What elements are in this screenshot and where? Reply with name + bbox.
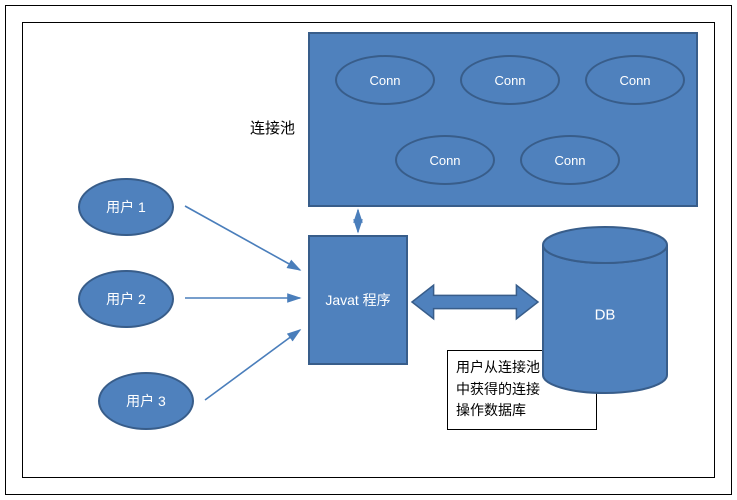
conn-node: Conn	[520, 135, 620, 185]
caption-line: 用户从连接池	[456, 357, 588, 379]
conn-label: Conn	[429, 153, 460, 168]
caption-line: 中获得的连接	[456, 379, 588, 401]
user-node: 用户 1	[78, 178, 174, 236]
caption-line: 操作数据库	[456, 400, 588, 422]
conn-node: Conn	[395, 135, 495, 185]
user-label: 用户 3	[126, 391, 166, 411]
user-node: 用户 2	[78, 270, 174, 328]
diagram-canvas: 连接池 Javat 程序 用户从连接池 中获得的连接 操作数据库 Conn Con…	[0, 0, 737, 500]
conn-node: Conn	[335, 55, 435, 105]
java-program-label: Javat 程序	[325, 290, 390, 310]
conn-node: Conn	[585, 55, 685, 105]
conn-label: Conn	[369, 73, 400, 88]
java-program-box: Javat 程序	[308, 235, 408, 365]
conn-label: Conn	[554, 153, 585, 168]
user-node: 用户 3	[98, 372, 194, 430]
user-label: 用户 2	[106, 289, 146, 309]
connection-pool-label: 连接池	[250, 117, 295, 138]
conn-label: Conn	[494, 73, 525, 88]
user-label: 用户 1	[106, 197, 146, 217]
conn-label: Conn	[619, 73, 650, 88]
conn-node: Conn	[460, 55, 560, 105]
caption-box: 用户从连接池 中获得的连接 操作数据库	[447, 350, 597, 430]
